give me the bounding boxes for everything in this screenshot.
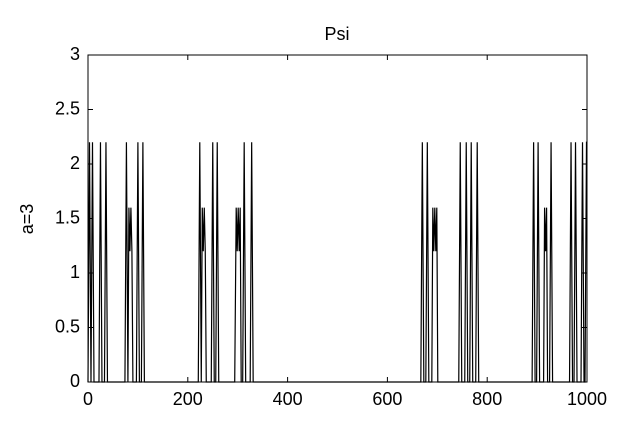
y-tick-label: 2.5 bbox=[55, 98, 80, 118]
x-tick-label: 200 bbox=[173, 389, 203, 409]
x-tick-label: 1000 bbox=[567, 389, 607, 409]
data-line bbox=[87, 141, 588, 383]
y-tick-label: 2 bbox=[70, 153, 80, 173]
y-tick-label: 1 bbox=[70, 262, 80, 282]
x-tick-label: 800 bbox=[472, 389, 502, 409]
y-tick-label: 0 bbox=[70, 371, 80, 391]
chart-title: Psi bbox=[324, 24, 349, 44]
x-tick-label: 600 bbox=[372, 389, 402, 409]
y-tick-label: 1.5 bbox=[55, 207, 80, 227]
y-tick-label: 3 bbox=[70, 44, 80, 64]
y-axis-label: a=3 bbox=[17, 204, 37, 235]
x-tick-label: 400 bbox=[273, 389, 303, 409]
y-tick-label: 0.5 bbox=[55, 316, 80, 336]
x-tick-label: 0 bbox=[83, 389, 93, 409]
